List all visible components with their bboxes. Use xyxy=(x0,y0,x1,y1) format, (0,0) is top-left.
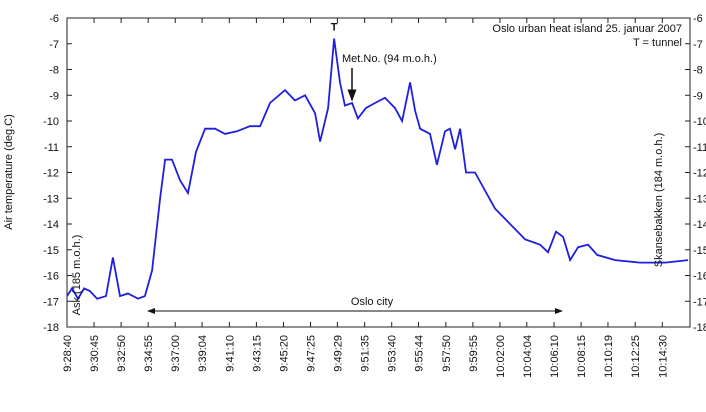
x-tick-label: 9:47:25 xyxy=(306,335,318,372)
x-tick-label: 10:10:19 xyxy=(603,335,615,378)
y2-tick-label: -13 xyxy=(693,193,706,205)
x-tick-label: 9:28:40 xyxy=(62,335,74,372)
x-tick-label: 9:30:45 xyxy=(89,335,101,372)
annotation: Ask (185 m.o.h.) xyxy=(71,235,83,316)
y-tick-label: -7 xyxy=(49,39,59,51)
y-tick-label: -15 xyxy=(43,245,59,257)
y-tick-label: -18 xyxy=(43,322,59,334)
x-tick-label: 10:12:25 xyxy=(630,335,642,378)
x-tick-label: 9:49:29 xyxy=(332,335,344,372)
x-tick-label: 10:04:04 xyxy=(522,335,534,378)
y2-tick-label: -7 xyxy=(693,39,703,51)
x-tick-label: 9:51:35 xyxy=(360,335,372,372)
x-tick-label: 9:41:10 xyxy=(224,335,236,372)
annotation: Skansebakken (184 m.o.h.) xyxy=(653,133,665,268)
y-tick-label: -16 xyxy=(43,271,59,283)
annotation: Oslo city xyxy=(351,296,394,308)
y-tick-label: -12 xyxy=(43,168,59,180)
y2-tick-label: -17 xyxy=(693,296,706,308)
x-tick-label: 9:57:50 xyxy=(441,335,453,372)
chart-title: Oslo urban heat island 25. januar 2007 xyxy=(492,23,682,35)
x-tick-label: 9:43:15 xyxy=(251,335,263,372)
x-tick-label: 9:45:20 xyxy=(278,335,290,372)
x-tick-label: 10:06:10 xyxy=(549,335,561,378)
y2-tick-label: -16 xyxy=(693,271,706,283)
y-tick-label: -6 xyxy=(49,13,59,25)
x-tick-label: 9:59:55 xyxy=(468,335,480,372)
y2-tick-label: -18 xyxy=(693,322,706,334)
y2-tick-label: -9 xyxy=(693,90,703,102)
y-tick-label: -9 xyxy=(49,90,59,102)
y-tick-label: -17 xyxy=(43,296,59,308)
y2-tick-label: -14 xyxy=(693,219,706,231)
y2-tick-label: -15 xyxy=(693,245,706,257)
y2-tick-label: -8 xyxy=(693,65,703,77)
y2-tick-label: -12 xyxy=(693,168,706,180)
y-tick-label: -14 xyxy=(43,219,59,231)
x-tick-label: 10:14:30 xyxy=(657,335,669,378)
y2-tick-label: -10 xyxy=(693,116,706,128)
x-tick-label: 9:32:50 xyxy=(116,335,128,372)
x-tick-label: 9:55:44 xyxy=(414,335,426,372)
x-tick-label: 10:08:15 xyxy=(576,335,588,378)
x-tick-label: 9:39:04 xyxy=(197,335,209,372)
chart-subtitle: T = tunnel xyxy=(633,37,682,49)
x-tick-label: 9:53:40 xyxy=(387,335,399,372)
data-line xyxy=(66,38,689,301)
annotation: T xyxy=(331,22,338,34)
y-tick-label: -11 xyxy=(44,142,59,154)
y-tick-label: -13 xyxy=(43,193,59,205)
y-axis-label: Air temperature (deg.C) xyxy=(3,114,15,230)
y2-tick-label: -11 xyxy=(693,142,706,154)
y-tick-label: -10 xyxy=(43,116,59,128)
y2-tick-label: -6 xyxy=(693,13,703,25)
y-tick-label: -8 xyxy=(49,65,59,77)
x-tick-label: 9:34:55 xyxy=(143,335,155,372)
x-tick-label: 10:02:00 xyxy=(495,335,507,378)
x-tick-label: 9:37:00 xyxy=(170,335,182,372)
annotation: Met.No. (94 m.o.h.) xyxy=(342,53,437,65)
